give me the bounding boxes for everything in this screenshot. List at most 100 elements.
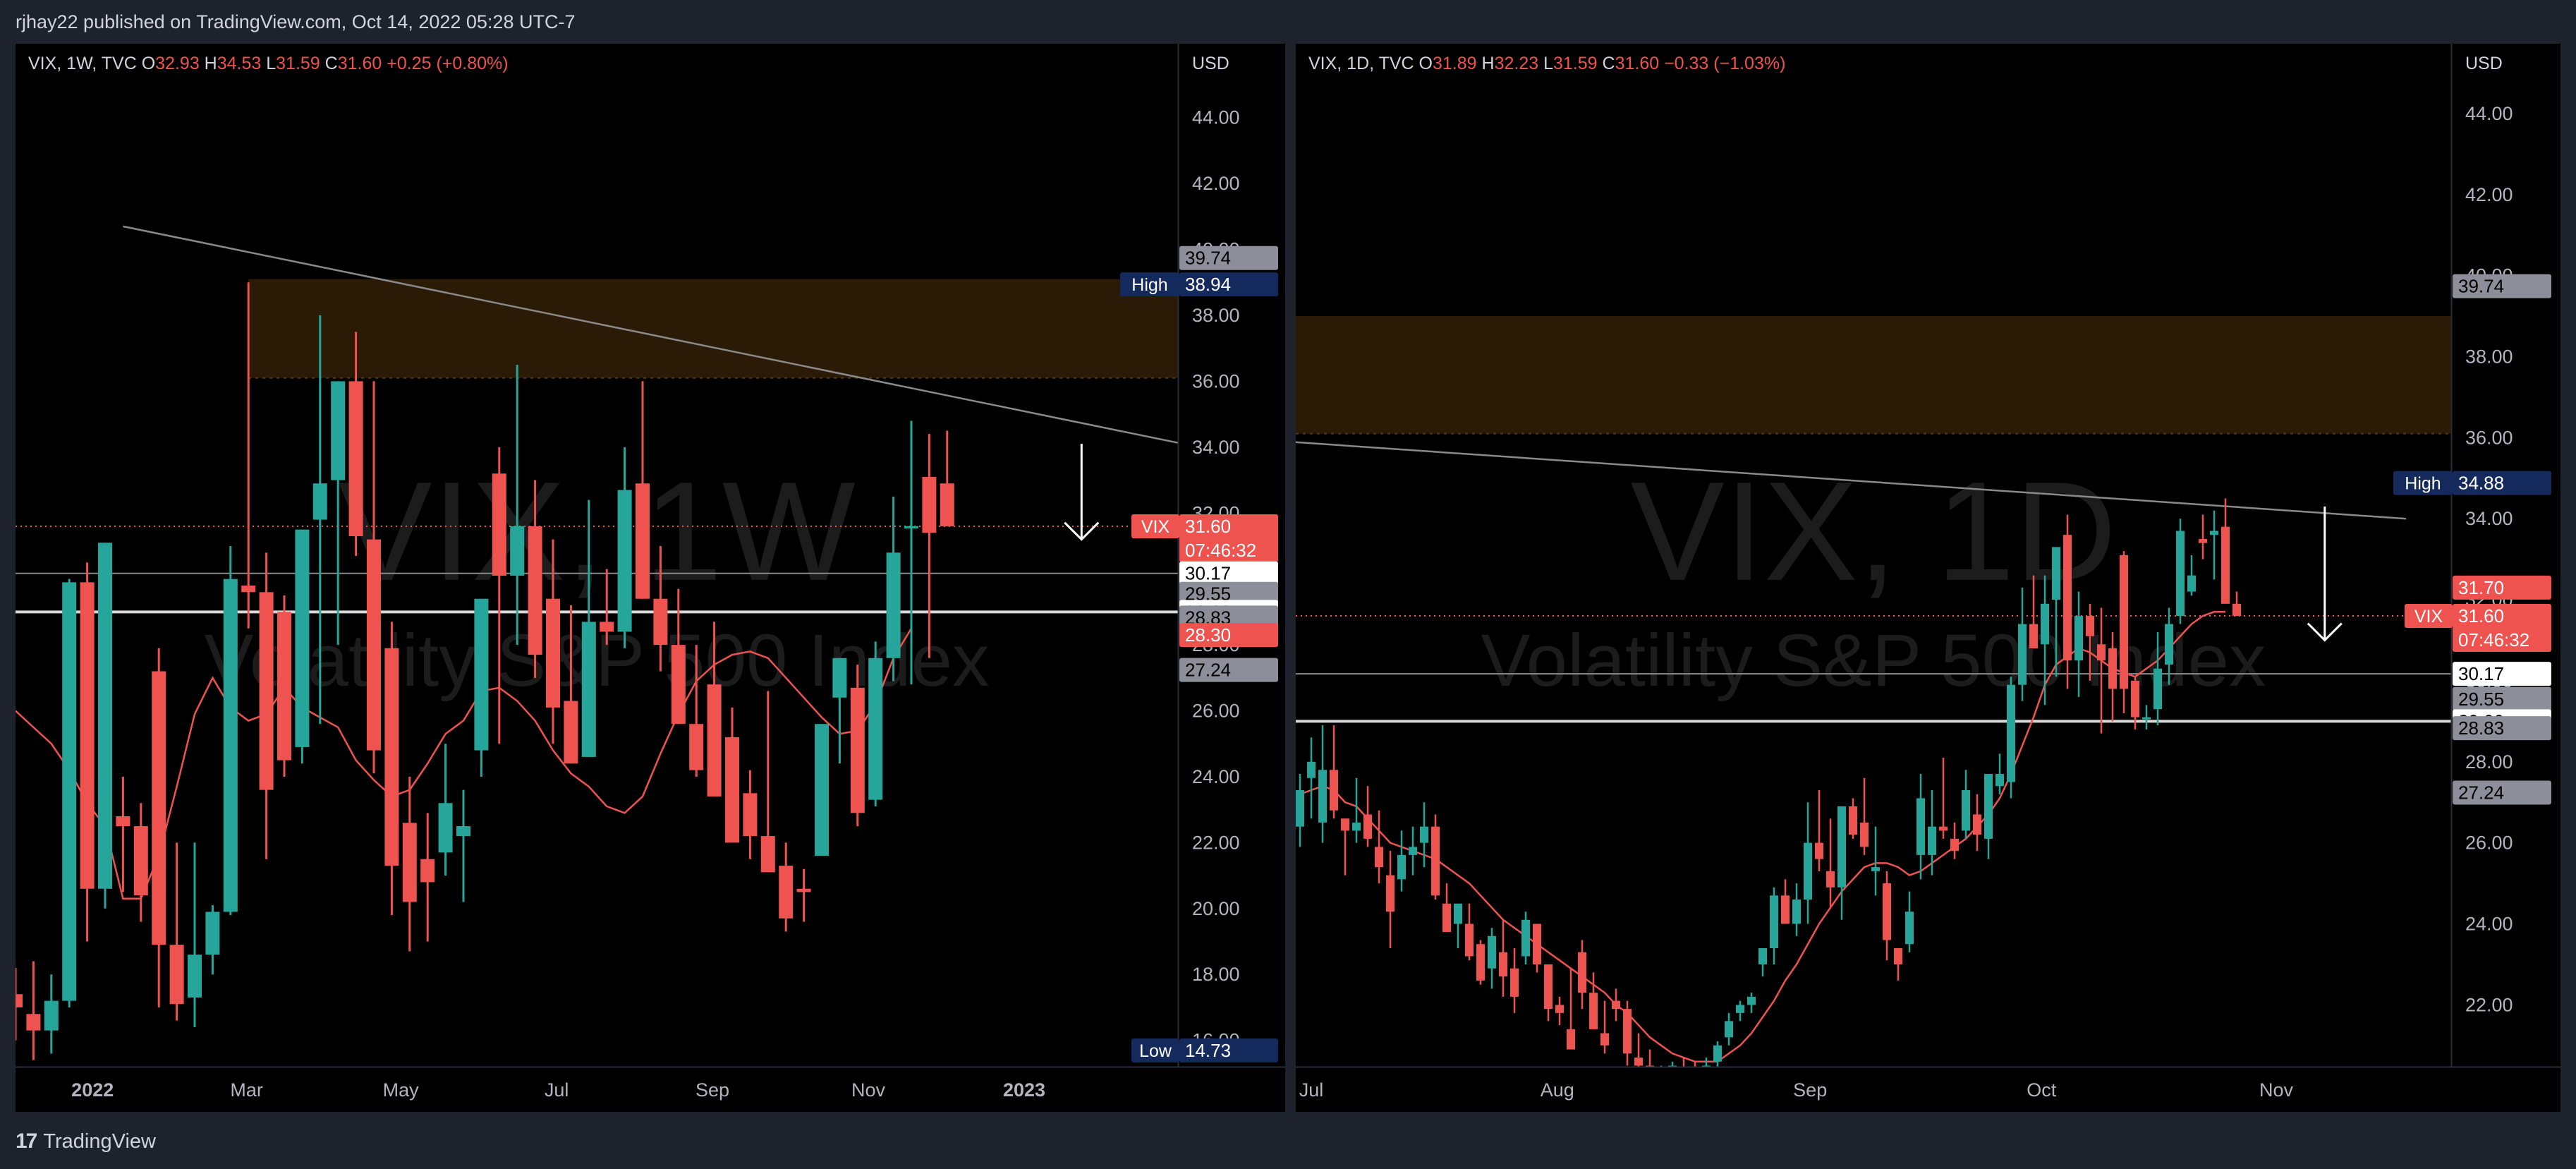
price-tag-value: 27.24 (2458, 782, 2504, 803)
price-tag-box (1179, 561, 1278, 586)
candle (1465, 903, 1474, 961)
candle-body (2221, 526, 2230, 604)
candle (62, 579, 77, 1007)
y-tick-label: 44.00 (1192, 107, 1240, 128)
x-tick-label: Jul (1299, 1079, 1324, 1101)
candle (2221, 498, 2230, 604)
daily-chart[interactable]: VIX, 1D Volatility S&P 500 Index USD 44.00 4… (1296, 44, 2560, 1112)
price-tag-value: 30.17 (1185, 563, 1231, 584)
candle (2052, 547, 2060, 677)
candle-body (707, 684, 722, 797)
price-tag-box (2453, 716, 2551, 741)
candle (2199, 514, 2207, 559)
candle (133, 803, 148, 922)
candle (1521, 911, 1530, 964)
candle-body (1307, 761, 1316, 778)
candle-body (832, 658, 847, 698)
candle (1679, 1058, 1688, 1074)
x-tick-label: Oct (2027, 1079, 2057, 1101)
candle (169, 842, 184, 1021)
price-tag: 31.60 07:46:32 VIX (1131, 514, 1278, 562)
price-tag-value: 39.74 (1185, 248, 1231, 269)
y-tick-label: 26.00 (2465, 832, 2513, 854)
candle (653, 545, 668, 672)
candle-body (1397, 854, 1406, 880)
candle (1646, 1049, 1654, 1067)
candle (26, 961, 41, 1060)
candle-body (2041, 603, 2049, 645)
candle (1578, 940, 1586, 1010)
candle-body (384, 648, 399, 866)
candle (80, 562, 95, 942)
tradingview-brand: TradingView (43, 1130, 156, 1153)
price-tag: 27.24 (2453, 780, 2551, 805)
chart-panel-daily[interactable]: VIX, 1D Volatility S&P 500 Index USD 44.00 4… (1296, 44, 2560, 1112)
x-tick-label: Nov (851, 1079, 886, 1101)
candle (1905, 891, 1914, 952)
price-tag-label: High (1131, 275, 1167, 295)
candle (1409, 826, 1417, 876)
candle (1341, 818, 1349, 876)
watermark-subtitle: Volatility S&P 500 Index (1481, 619, 2266, 702)
candle-body (474, 598, 489, 751)
resistance-zone (248, 279, 1178, 378)
candle (1883, 871, 1891, 961)
candle (1533, 923, 1541, 973)
candle-body (2052, 547, 2060, 600)
candle (1476, 940, 1485, 985)
candle-body (1950, 838, 1959, 852)
y-tick-label: 34.00 (1192, 437, 1240, 458)
candle-body (1679, 1070, 1688, 1074)
candle (796, 868, 811, 922)
candle (348, 332, 363, 556)
candle (1544, 964, 1553, 1022)
y-tick-label: 42.00 (2465, 184, 2513, 205)
candle-body (1747, 996, 1756, 1005)
candle-body (367, 539, 381, 751)
candle (1397, 830, 1406, 892)
candle-body (295, 529, 310, 747)
price-tag-value: 28.30 (1185, 624, 1231, 646)
candle (295, 529, 310, 764)
price-tag-label-box (2393, 471, 2453, 495)
candle (1826, 818, 1835, 908)
price-tag-box (1179, 272, 1278, 297)
candle-body (241, 586, 256, 593)
price-tag-label: Low (1139, 1041, 1172, 1061)
candle-body (796, 888, 811, 892)
candle (2007, 677, 2015, 799)
candle-body (1465, 923, 1474, 957)
candle (2153, 632, 2162, 726)
candle-body (689, 724, 704, 770)
candle (492, 447, 506, 744)
candle-body (1984, 774, 1993, 839)
candle (636, 381, 650, 599)
chart-panel-weekly[interactable]: VIX, 1W Volatility S&P 500 Index USD 44.00 4… (16, 44, 1285, 1112)
candle-body (1521, 919, 1530, 957)
candle (2176, 519, 2185, 624)
candle (2187, 555, 2196, 596)
price-tag: 39.74 (2453, 274, 2551, 298)
candle (2165, 607, 2173, 685)
price-tag: 38.94 High (1120, 272, 1278, 297)
candle-body (116, 816, 130, 827)
candle-body (564, 701, 578, 764)
candle (2029, 575, 2038, 648)
candle-body (671, 645, 686, 725)
candle (1747, 993, 1756, 1013)
down-arrow-head (1064, 521, 1100, 541)
price-tag-value: 38.94 (1185, 274, 1231, 295)
price-tag-countdown: 07:46:32 (2458, 629, 2529, 650)
y-tick-label: 20.00 (1192, 898, 1240, 919)
price-tag-value: 39.74 (2458, 276, 2504, 297)
candle-body (1995, 774, 2004, 787)
y-tick-label: 26.00 (1192, 701, 1240, 722)
candle-body (2018, 624, 2027, 685)
candle (2120, 551, 2128, 713)
candle (2108, 632, 2117, 722)
candle (707, 622, 722, 797)
candle (2131, 677, 2139, 729)
price-tag-box (2453, 662, 2551, 686)
